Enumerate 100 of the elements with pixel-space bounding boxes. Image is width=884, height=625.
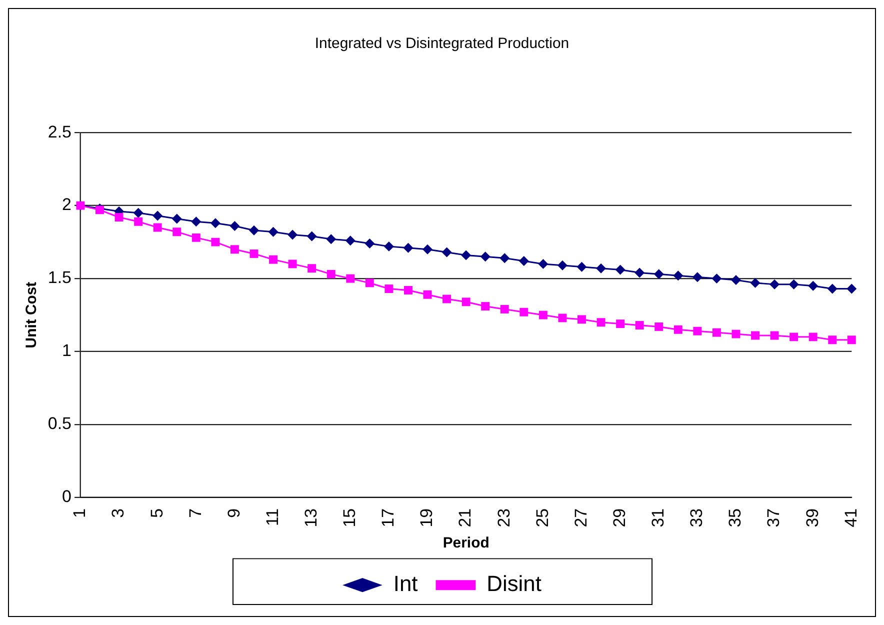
point: [654, 269, 664, 280]
point: [770, 279, 780, 290]
y-tick-label: 0: [62, 487, 72, 506]
x-tick-label: 27: [571, 508, 590, 528]
point: [578, 315, 586, 324]
point: [673, 270, 684, 281]
point: [596, 318, 606, 327]
x-tick-label: 31: [648, 508, 668, 528]
point: [230, 221, 240, 231]
point: [288, 260, 297, 268]
y-axis-title: Unit Cost: [23, 282, 40, 348]
x-tick-label: 19: [417, 508, 436, 528]
x-tick-label: 5: [147, 508, 166, 518]
point: [615, 264, 626, 275]
point: [481, 302, 490, 311]
x-tick-label: 13: [301, 508, 320, 528]
point: [153, 223, 162, 232]
point: [634, 268, 645, 278]
point: [790, 332, 798, 342]
point: [712, 328, 721, 337]
x-tick-label: 3: [108, 508, 128, 518]
point: [248, 225, 259, 236]
point: [152, 210, 163, 221]
point: [172, 228, 182, 236]
legend-label: Int: [393, 571, 418, 596]
point: [558, 314, 567, 322]
point: [211, 238, 220, 246]
point: [808, 280, 818, 291]
x-tick-label: 1: [70, 508, 90, 518]
point: [520, 308, 528, 316]
legend-label: Disint: [486, 571, 542, 596]
point: [616, 320, 625, 328]
point: [191, 216, 202, 227]
x-tick-label: 25: [532, 508, 552, 528]
point: [500, 253, 510, 264]
point: [230, 245, 239, 254]
point: [345, 236, 356, 246]
point: [654, 322, 664, 331]
point: [133, 208, 144, 218]
point: [596, 263, 606, 274]
point: [635, 321, 644, 330]
y-tick-label: 2: [62, 195, 72, 214]
point: [538, 258, 548, 269]
point: [770, 331, 779, 340]
y-tick-label: 0.5: [48, 414, 72, 434]
point: [557, 260, 568, 270]
x-tick-label: 15: [340, 508, 360, 528]
x-tick-label: 39: [802, 508, 822, 528]
x-tick-label: 7: [186, 508, 205, 518]
point: [250, 250, 258, 258]
x-tick-label: 29: [610, 508, 629, 528]
x-tick-label: 41: [841, 508, 860, 528]
point: [480, 252, 490, 262]
point: [364, 238, 375, 248]
point: [461, 250, 472, 260]
point: [384, 284, 394, 293]
point: [750, 278, 760, 288]
point: [442, 247, 452, 258]
point: [172, 214, 182, 224]
point: [730, 275, 741, 285]
point: [674, 325, 682, 334]
point: [346, 274, 355, 283]
chart-title: Integrated vs Disintegrated Production: [314, 35, 570, 52]
point: [288, 230, 298, 240]
point: [210, 218, 220, 228]
point: [268, 226, 278, 237]
point: [308, 264, 316, 273]
point: [326, 234, 336, 244]
point: [692, 272, 702, 282]
point: [788, 279, 799, 290]
point: [732, 330, 740, 338]
point: [134, 217, 143, 226]
point: [808, 332, 818, 342]
y-tick-label: 1.5: [48, 268, 72, 288]
x-tick-label: 35: [726, 508, 745, 528]
point: [847, 336, 856, 344]
x-tick-label: 9: [224, 508, 244, 518]
point: [500, 304, 509, 314]
point: [712, 274, 722, 284]
point: [403, 242, 414, 253]
y-tick-label: 1: [62, 341, 72, 360]
point: [404, 286, 412, 294]
x-tick-label: 33: [687, 508, 706, 528]
x-tick-label: 17: [378, 508, 398, 528]
point: [751, 331, 760, 340]
point: [538, 310, 548, 320]
x-tick-label: 37: [764, 508, 784, 528]
x-tick-label: 11: [262, 508, 282, 526]
x-axis-title: Period: [442, 534, 490, 552]
point: [114, 213, 124, 222]
point: [462, 298, 470, 306]
point: [518, 256, 529, 266]
x-tick-label: 23: [494, 508, 514, 528]
point: [693, 326, 702, 336]
point: [442, 294, 452, 304]
point: [326, 270, 336, 278]
point: [422, 244, 432, 254]
y-tick-label: 2.5: [48, 122, 72, 142]
point: [423, 290, 432, 299]
point: [269, 255, 278, 264]
